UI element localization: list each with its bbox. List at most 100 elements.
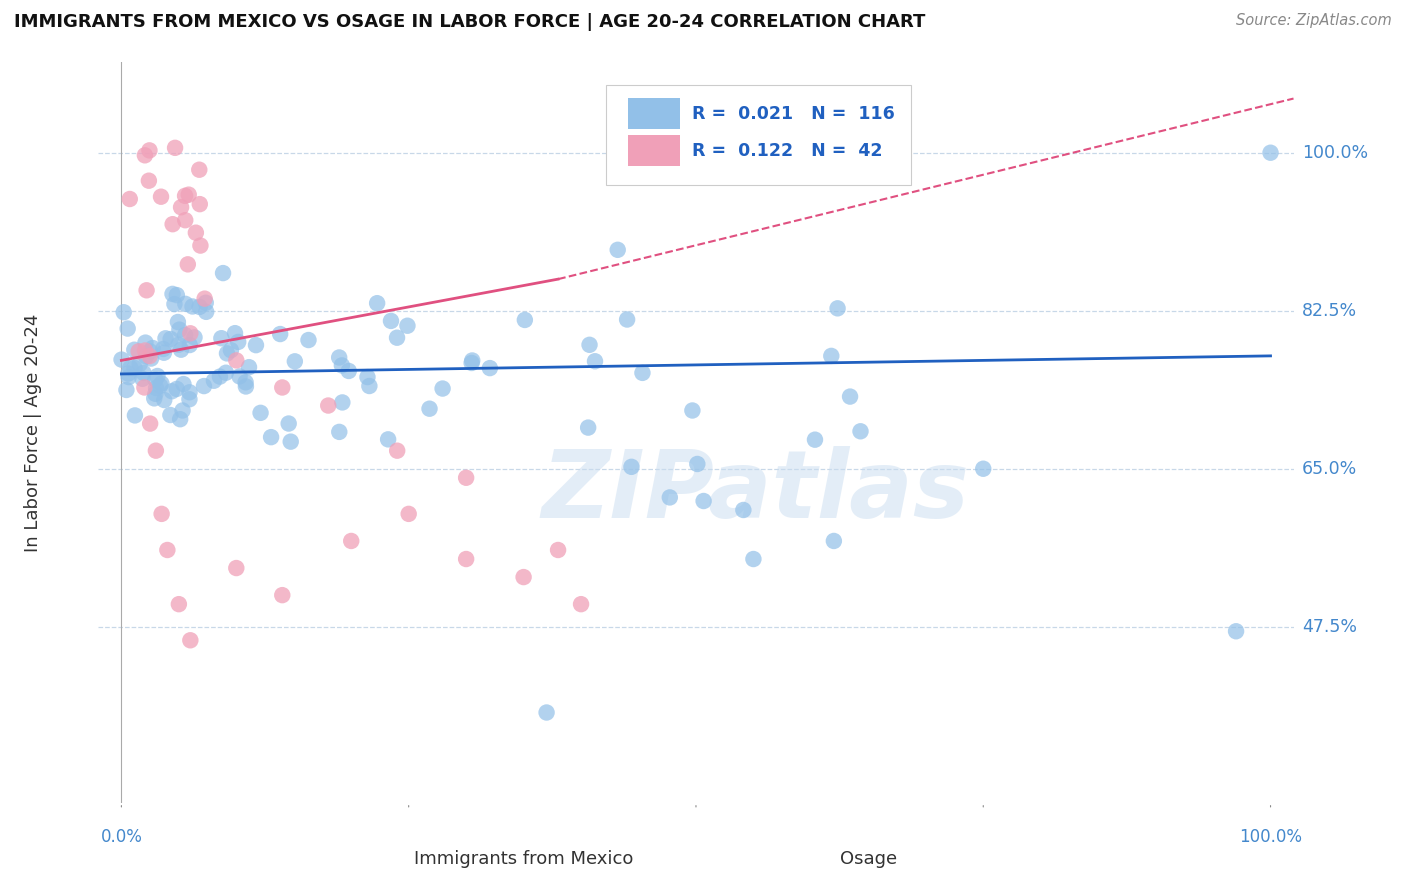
- Point: [316, 399, 339, 413]
- Point: [658, 491, 681, 505]
- Point: [271, 588, 294, 602]
- Point: [188, 197, 211, 211]
- Point: [209, 331, 232, 345]
- Point: [143, 392, 166, 406]
- Point: [177, 187, 200, 202]
- Point: [167, 597, 190, 611]
- Point: [155, 331, 177, 345]
- Point: [569, 597, 592, 611]
- Point: [733, 503, 755, 517]
- Point: [827, 301, 849, 316]
- Point: [606, 243, 628, 257]
- Point: [225, 561, 247, 575]
- Point: [839, 390, 862, 404]
- Point: [145, 443, 167, 458]
- Point: [159, 332, 181, 346]
- Point: [179, 338, 201, 352]
- FancyBboxPatch shape: [628, 135, 681, 166]
- Point: [138, 144, 160, 158]
- Point: [284, 354, 307, 368]
- Point: [366, 296, 388, 310]
- Point: [131, 372, 153, 386]
- Point: [118, 370, 141, 384]
- Point: [228, 369, 250, 384]
- Point: [118, 192, 141, 206]
- Point: [128, 357, 150, 371]
- Point: [249, 406, 271, 420]
- Point: [150, 507, 173, 521]
- Point: [396, 318, 419, 333]
- Point: [134, 380, 156, 394]
- Point: [167, 337, 190, 351]
- Point: [120, 361, 142, 376]
- Point: [418, 401, 440, 416]
- Point: [456, 552, 478, 566]
- Point: [179, 392, 201, 407]
- Point: [159, 408, 181, 422]
- Point: [340, 533, 363, 548]
- Text: Immigrants from Mexico: Immigrants from Mexico: [413, 850, 633, 868]
- Point: [184, 226, 207, 240]
- Point: [478, 361, 501, 376]
- Point: [190, 238, 212, 252]
- Point: [215, 366, 238, 380]
- Point: [512, 570, 534, 584]
- Text: 47.5%: 47.5%: [1302, 618, 1357, 636]
- Point: [202, 374, 225, 388]
- Point: [616, 312, 638, 326]
- Point: [134, 148, 156, 162]
- Point: [117, 367, 139, 381]
- Point: [138, 174, 160, 188]
- Point: [150, 190, 173, 204]
- Text: R =  0.021   N =  116: R = 0.021 N = 116: [692, 104, 896, 122]
- Point: [631, 366, 654, 380]
- Point: [377, 433, 399, 447]
- Point: [398, 507, 420, 521]
- Point: [219, 343, 242, 358]
- Point: [134, 335, 156, 350]
- Point: [183, 330, 205, 344]
- Point: [124, 361, 146, 376]
- Point: [149, 379, 172, 393]
- Point: [195, 305, 218, 319]
- Text: Source: ZipAtlas.com: Source: ZipAtlas.com: [1236, 13, 1392, 29]
- Point: [1225, 624, 1247, 639]
- Point: [226, 334, 249, 349]
- Point: [174, 328, 197, 343]
- Point: [359, 379, 381, 393]
- Point: [156, 543, 179, 558]
- Point: [280, 434, 302, 449]
- Point: [823, 533, 845, 548]
- Point: [135, 283, 157, 297]
- Point: [169, 323, 191, 337]
- Point: [117, 321, 139, 335]
- Point: [235, 376, 257, 390]
- Point: [181, 300, 204, 314]
- Point: [143, 386, 166, 401]
- Point: [188, 162, 211, 177]
- Point: [135, 350, 157, 364]
- Point: [124, 343, 146, 357]
- Text: Osage: Osage: [839, 850, 897, 868]
- Point: [179, 385, 201, 400]
- FancyBboxPatch shape: [606, 85, 911, 185]
- Point: [804, 433, 827, 447]
- Point: [385, 443, 409, 458]
- Point: [174, 213, 197, 227]
- Point: [686, 457, 709, 471]
- Point: [224, 326, 246, 340]
- Text: In Labor Force | Age 20-24: In Labor Force | Age 20-24: [24, 313, 42, 552]
- Point: [692, 494, 714, 508]
- Point: [146, 369, 169, 384]
- Point: [167, 315, 190, 329]
- Point: [297, 333, 319, 347]
- Point: [225, 353, 247, 368]
- Point: [337, 364, 360, 378]
- Point: [1260, 145, 1282, 160]
- Point: [972, 461, 994, 475]
- Point: [330, 395, 353, 409]
- Point: [179, 633, 201, 648]
- Point: [174, 297, 197, 311]
- Point: [139, 351, 162, 366]
- Point: [578, 338, 600, 352]
